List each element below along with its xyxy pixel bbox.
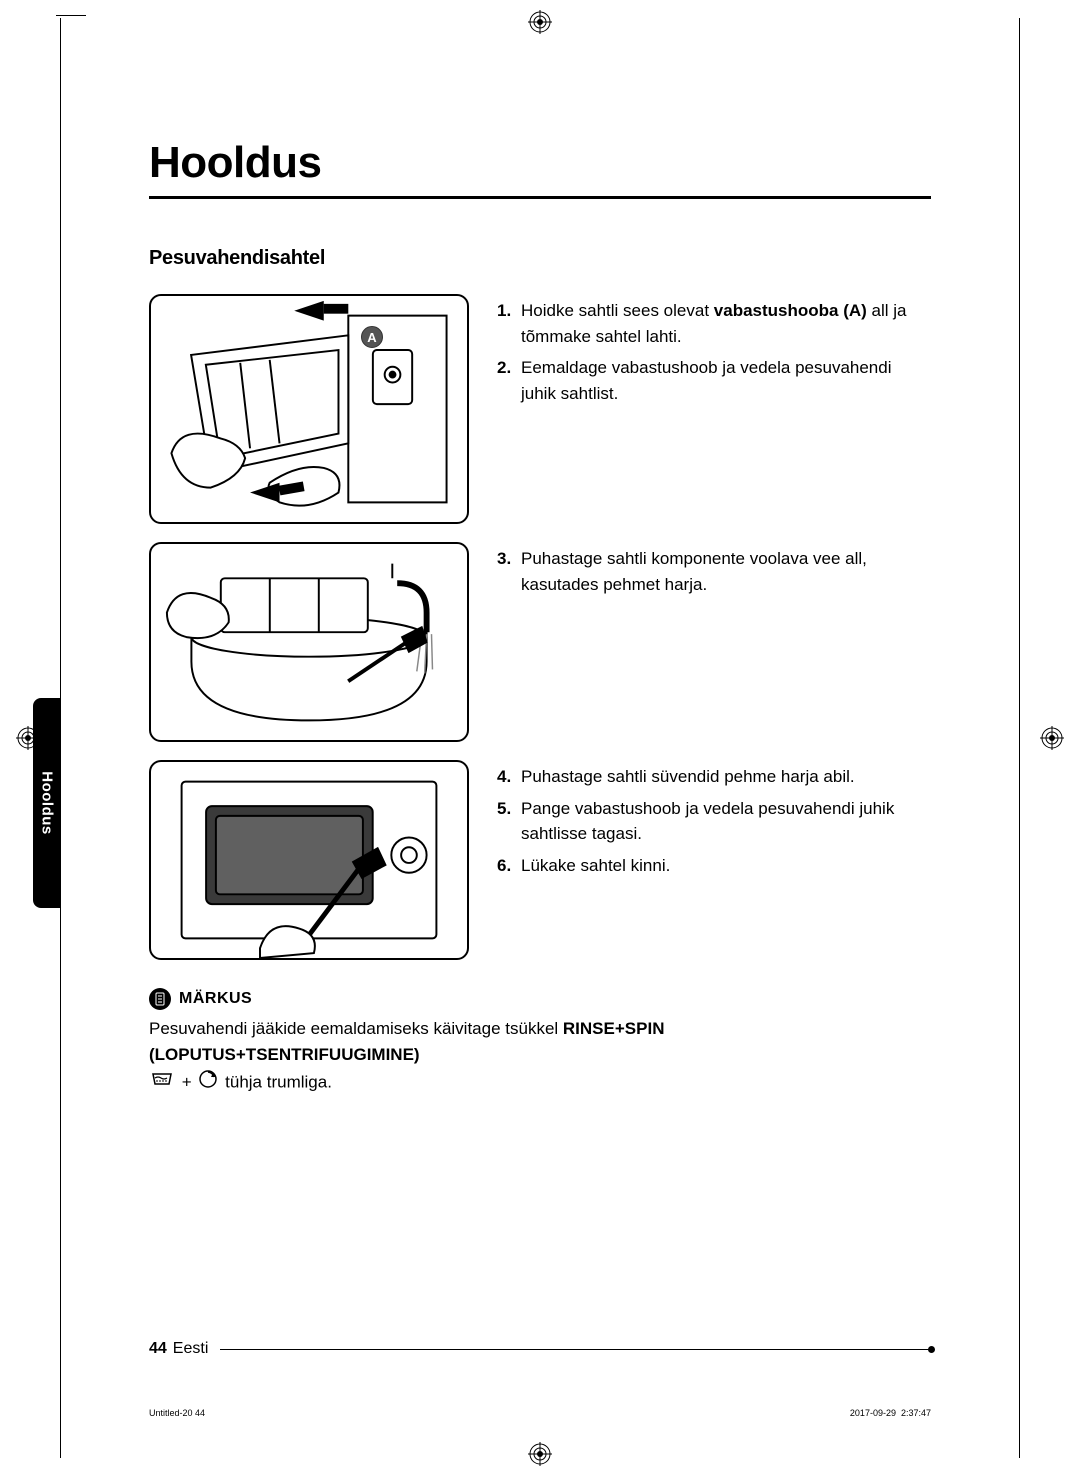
page-footer: 44 Eesti — [149, 1340, 931, 1358]
content-area: Hooldus Pesuvahendisahtel — [149, 138, 931, 1097]
page-language: Eesti — [173, 1340, 209, 1357]
step-text: Puhastage sahtli komponente voolava vee … — [521, 546, 931, 597]
section-heading: Pesuvahendisahtel — [149, 247, 931, 270]
rinse-icon — [151, 1070, 175, 1096]
step-number: 1. — [497, 298, 521, 349]
registration-mark-icon — [528, 10, 552, 34]
step-item: 4. Puhastage sahtli süvendid pehme harja… — [497, 764, 931, 790]
page-number-block: 44 Eesti — [149, 1340, 208, 1358]
note-body: Pesuvahendi jääkide eemaldamiseks käivit… — [149, 1016, 931, 1097]
step-item: 2. Eemaldage vabastushoob ja vedela pesu… — [497, 355, 931, 406]
step-number: 6. — [497, 853, 521, 879]
plus-sign: + — [182, 1072, 192, 1091]
step-text: Lükake sahtel kinni. — [521, 853, 931, 879]
instruction-row: A 1. Hoidke sahtli sees olevat vabastush… — [149, 294, 931, 524]
clean-recess-illustration-icon — [151, 762, 467, 958]
figure-1: A — [149, 294, 469, 524]
spin-icon — [198, 1069, 218, 1097]
page-number: 44 — [149, 1340, 167, 1357]
crop-mark — [56, 15, 86, 16]
drawer-pull-illustration-icon — [151, 296, 467, 522]
wash-parts-illustration-icon — [151, 544, 467, 740]
step-text: Eemaldage vabastushoob ja vedela pesuvah… — [521, 355, 931, 406]
instruction-row: 4. Puhastage sahtli süvendid pehme harja… — [149, 760, 931, 960]
note-header: MÄRKUS — [149, 988, 931, 1010]
side-tab: Hooldus — [33, 698, 61, 908]
registration-mark-icon — [1040, 726, 1064, 750]
figure-2 — [149, 542, 469, 742]
step-number: 3. — [497, 546, 521, 597]
step-item: 3. Puhastage sahtli komponente voolava v… — [497, 546, 931, 597]
step-text: Pange vabastushoob ja vedela pesuvahendi… — [521, 796, 931, 847]
side-tab-label: Hooldus — [39, 771, 56, 835]
registration-mark-icon — [528, 1442, 552, 1466]
step-number: 2. — [497, 355, 521, 406]
steps-block-1: 1. Hoidke sahtli sees olevat vabastushoo… — [497, 294, 931, 524]
steps-block-3: 4. Puhastage sahtli süvendid pehme harja… — [497, 760, 931, 960]
figure-3 — [149, 760, 469, 960]
step-number: 4. — [497, 764, 521, 790]
step-item: 5. Pange vabastushoob ja vedela pesuvahe… — [497, 796, 931, 847]
step-text: Puhastage sahtli süvendid pehme harja ab… — [521, 764, 931, 790]
step-item: 1. Hoidke sahtli sees olevat vabastushoo… — [497, 298, 931, 349]
imprint-left: Untitled-20 44 — [149, 1408, 205, 1418]
footer-rule — [220, 1349, 931, 1350]
imprint-right: 2017-09-29 ᠎᠎ 2:37:47 — [850, 1408, 931, 1418]
instruction-row: 3. Puhastage sahtli komponente voolava v… — [149, 542, 931, 742]
page-title: Hooldus — [149, 138, 931, 199]
step-number: 5. — [497, 796, 521, 847]
page-frame: Hooldus Hooldus Pesuvahendisahtel — [60, 18, 1020, 1458]
steps-block-2: 3. Puhastage sahtli komponente voolava v… — [497, 542, 931, 742]
note-label: MÄRKUS — [179, 990, 252, 1008]
note-section: MÄRKUS Pesuvahendi jääkide eemaldamiseks… — [149, 988, 931, 1097]
step-item: 6. Lükake sahtel kinni. — [497, 853, 931, 879]
note-icon — [149, 988, 171, 1010]
step-text: Hoidke sahtli sees olevat vabastushooba … — [521, 298, 931, 349]
callout-label-a: A — [361, 326, 383, 348]
